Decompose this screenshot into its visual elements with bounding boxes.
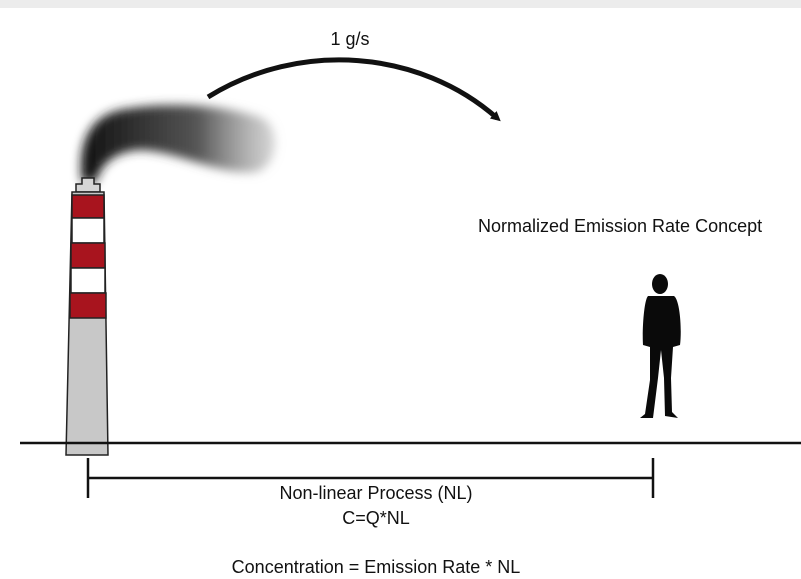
flow-arrow <box>206 57 501 122</box>
person <box>640 274 681 418</box>
distance-marker <box>86 458 655 498</box>
smoke <box>80 104 275 182</box>
flow-rate-label: 1 g/s <box>330 29 369 49</box>
process-label: Non-linear Process (NL) <box>279 483 472 503</box>
equation-label: C=Q*NL <box>342 508 410 528</box>
chimney <box>65 177 109 456</box>
concept-label: Normalized Emission Rate Concept <box>478 216 762 236</box>
formula-label: Concentration = Emission Rate * NL <box>232 557 521 577</box>
top-band <box>0 0 801 8</box>
